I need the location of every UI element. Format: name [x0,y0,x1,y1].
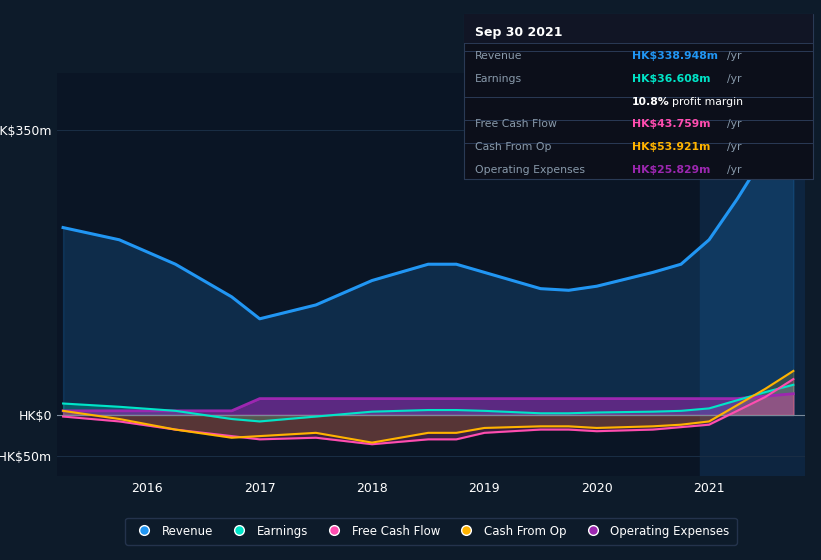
Text: /yr: /yr [727,119,741,129]
Text: /yr: /yr [727,165,741,175]
Text: Cash From Op: Cash From Op [475,142,551,152]
Text: /yr: /yr [727,50,741,60]
Text: Free Cash Flow: Free Cash Flow [475,119,557,129]
Text: Revenue: Revenue [475,50,522,60]
Text: HK$43.759m: HK$43.759m [632,119,711,129]
Text: /yr: /yr [727,73,741,83]
Text: Earnings: Earnings [475,73,521,83]
Text: HK$53.921m: HK$53.921m [632,142,710,152]
Text: /yr: /yr [727,142,741,152]
Text: Operating Expenses: Operating Expenses [475,165,585,175]
Text: Sep 30 2021: Sep 30 2021 [475,26,562,39]
Text: profit margin: profit margin [672,96,742,106]
Text: HK$25.829m: HK$25.829m [632,165,710,175]
Text: 10.8%: 10.8% [632,96,670,106]
Text: HK$36.608m: HK$36.608m [632,73,711,83]
Legend: Revenue, Earnings, Free Cash Flow, Cash From Op, Operating Expenses: Revenue, Earnings, Free Cash Flow, Cash … [126,517,736,545]
Bar [700,73,805,476]
Text: HK$338.948m: HK$338.948m [632,50,718,60]
